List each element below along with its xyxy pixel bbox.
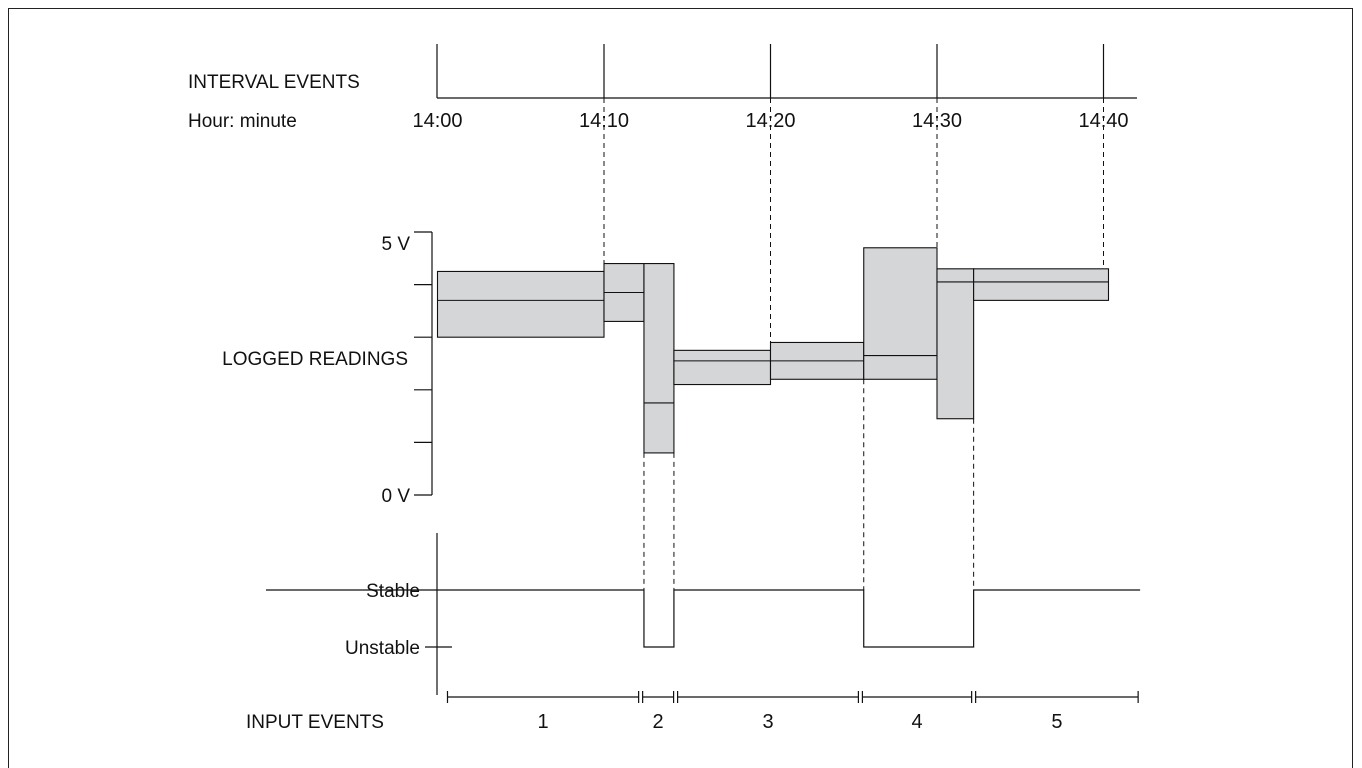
reading-box	[438, 271, 605, 337]
unstable-label: Unstable	[345, 638, 420, 659]
interval-events-label: INTERVAL EVENTS	[188, 72, 360, 93]
input-events-section: INPUT EVENTS 1 2 3 4 5	[246, 691, 1138, 733]
volt-max-label: 5 V	[381, 234, 410, 255]
input-events-label: INPUT EVENTS	[246, 712, 384, 733]
reading-box	[974, 269, 1109, 301]
reading-boxes	[438, 248, 1109, 453]
hour-minute-label: Hour: minute	[188, 111, 297, 132]
reading-box	[864, 248, 937, 380]
volt-min-label: 0 V	[381, 486, 410, 507]
interval-events-section: INTERVAL EVENTS Hour: minute 14:00 14:10 1…	[188, 44, 1137, 132]
time-tick-label: 14:00	[412, 110, 462, 132]
stable-label: Stable	[366, 581, 420, 602]
input-event-label: 1	[537, 711, 548, 733]
voltage-ticks	[414, 232, 432, 495]
reading-box	[644, 264, 674, 453]
input-event-label: 5	[1051, 711, 1062, 733]
input-event-label: 3	[762, 711, 773, 733]
stability-section: Stable Unstable	[266, 533, 1140, 695]
logged-readings-section: LOGGED READINGS 5 V 0 V	[222, 232, 1108, 507]
reading-box	[937, 269, 974, 419]
input-event-ranges: 1 2 3 4 5	[447, 691, 1138, 733]
reading-box	[674, 350, 771, 384]
input-event-label: 4	[911, 711, 922, 733]
logged-readings-label: LOGGED READINGS	[222, 349, 408, 370]
input-event-label: 2	[653, 711, 664, 733]
